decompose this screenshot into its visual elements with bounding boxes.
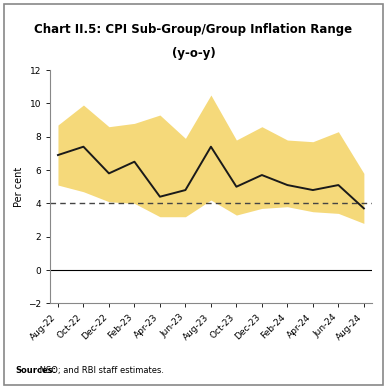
- Text: NSO; and RBI staff estimates.: NSO; and RBI staff estimates.: [37, 366, 164, 375]
- Text: (y-o-y): (y-o-y): [171, 47, 216, 60]
- Text: Sources:: Sources:: [15, 366, 57, 375]
- Text: Chart II.5: CPI Sub-Group/Group Inflation Range: Chart II.5: CPI Sub-Group/Group Inflatio…: [34, 23, 353, 36]
- Y-axis label: Per cent: Per cent: [14, 166, 24, 207]
